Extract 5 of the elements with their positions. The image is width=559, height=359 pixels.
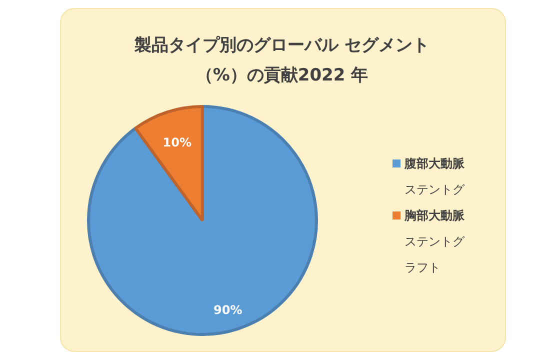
legend-label: 腹部大動脈ステントグ	[404, 156, 466, 196]
data-label: 10%	[162, 135, 192, 150]
legend-label: 胸部大動脈ステントグラフト	[404, 208, 466, 274]
chart-title: 製品タイプ別のグローバル セグメント（%）の貢献2022 年	[134, 36, 430, 86]
data-label: 90%	[214, 302, 242, 317]
